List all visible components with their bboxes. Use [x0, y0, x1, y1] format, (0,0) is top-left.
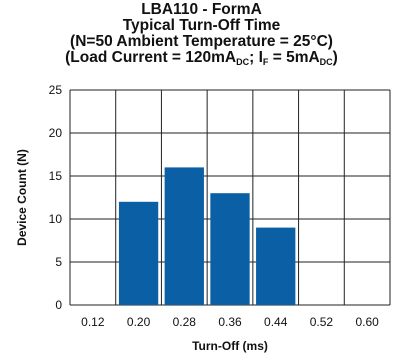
title-sub-f: F — [262, 57, 269, 67]
bar — [256, 227, 296, 305]
title-line-4-suffix: ) — [332, 49, 338, 66]
y-tick-label: 0 — [55, 298, 62, 312]
x-tick-label: 0.28 — [173, 315, 197, 329]
x-tick-label: 0.20 — [127, 315, 151, 329]
bar — [118, 201, 159, 305]
title-line-2: Typical Turn-Off Time — [122, 17, 281, 34]
title-line-4-prefix: (Load Current = 120mA — [65, 49, 237, 66]
y-tick-label: 10 — [49, 212, 63, 226]
y-tick-label: 5 — [55, 255, 62, 269]
x-tick-label: 0.52 — [310, 315, 334, 329]
y-tick-label: 25 — [49, 83, 63, 97]
title-line-4: (Load Current = 120mADC; IF = 5mADC) — [0, 50, 403, 70]
y-tick-label: 20 — [49, 126, 63, 140]
title-line-4-mid: ; I — [249, 49, 263, 66]
title-line-3: (N=50 Ambient Temperature = 25°C) — [70, 33, 333, 50]
x-tick-label: 0.36 — [218, 315, 242, 329]
title-line-1: LBA110 - FormA — [141, 1, 262, 18]
x-tick-label: 0.12 — [81, 315, 105, 329]
bar — [164, 167, 204, 305]
title-line-4-mid2: = 5mA — [268, 49, 320, 66]
title-sub-dc-1: DC — [236, 57, 250, 67]
x-tick-label: 0.60 — [355, 315, 379, 329]
x-axis-title: Turn-Off (ms) — [192, 339, 268, 353]
y-axis-title: Device Count (N) — [15, 149, 29, 246]
x-tick-label: 0.44 — [264, 315, 288, 329]
y-tick-label: 15 — [49, 169, 63, 183]
chart-title: LBA110 - FormA Typical Turn-Off Time (N=… — [0, 2, 403, 70]
bar — [210, 193, 250, 305]
title-sub-dc-2: DC — [319, 57, 333, 67]
